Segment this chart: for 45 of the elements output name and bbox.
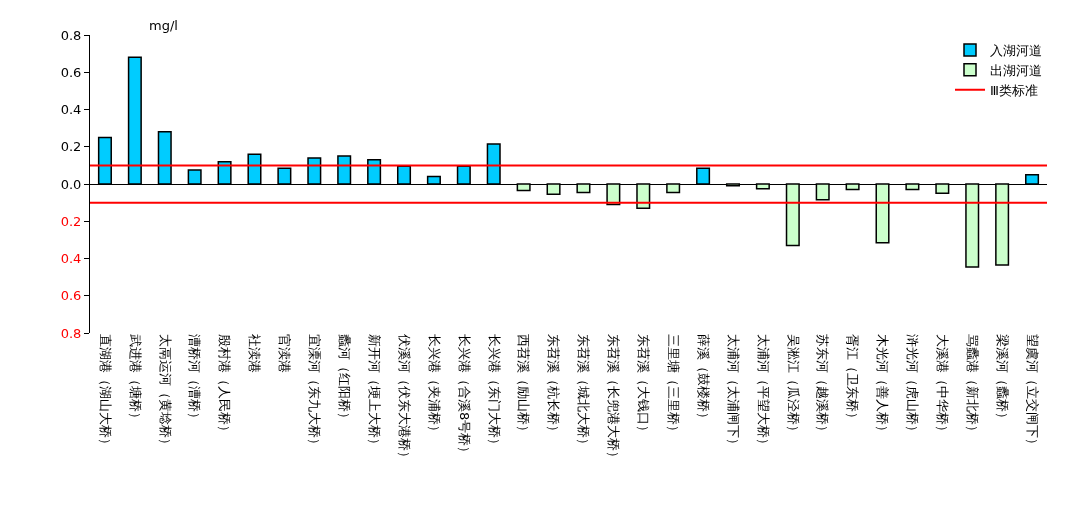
- y-tick-label: 0.6: [60, 64, 82, 80]
- x-tick-label: 三里塘（三里桥）: [665, 334, 681, 438]
- x-tick-label: 新开河（埂上大桥）: [366, 334, 382, 451]
- x-tick-label: 长兴港（夹浦桥）: [426, 334, 442, 438]
- x-tick-label: 长兴港（东门大桥）: [486, 334, 502, 451]
- x-tick-label: 胥江（卫东桥）: [845, 334, 861, 425]
- x-tick-label: 武进港（塘桥）: [127, 334, 143, 425]
- x-tick-label: 木光河（善人桥）: [875, 334, 891, 438]
- x-tick-label: 蠡河（红阳桥）: [336, 334, 352, 425]
- y-tick-label: 0.8: [60, 325, 82, 341]
- x-tick-label: 望虞河（立交闸下）: [1024, 334, 1040, 451]
- y-tick-label: 0.0: [60, 176, 82, 192]
- x-tick-label: 漕桥河（漕桥）: [187, 334, 203, 425]
- x-tick-label: 薛溪（鼓楼桥）: [695, 334, 711, 425]
- x-tick-label: 东苕溪（长兜港大桥）: [606, 334, 622, 464]
- x-tick-label: 社渎港: [247, 334, 263, 373]
- x-tick-label: 太鬲运河（黄埝桥）: [157, 334, 173, 451]
- x-tick-label: 伏溪河（伏东大港桥）: [396, 334, 412, 464]
- x-tick-label: 东苕溪（城北大桥）: [576, 334, 592, 451]
- x-tick-label: 骂蠡港（新北桥）: [965, 334, 981, 438]
- x-tick-label: 殷村港（人民桥）: [217, 334, 233, 438]
- x-tick-label: 东苕溪（杭长桥）: [546, 334, 562, 438]
- y-axis-title: mg/l: [149, 18, 178, 33]
- x-tick-label: 苏东河（越溪桥）: [815, 334, 831, 438]
- y-tick-label: 0.4: [60, 251, 82, 267]
- x-tick-label: 太浦河（平望大桥）: [755, 334, 771, 451]
- legend-label: Ⅲ类标准: [990, 82, 1038, 98]
- x-tick-label: 官渎港: [277, 334, 293, 373]
- x-tick-label: 长兴港（合溪8号桥）: [456, 334, 472, 460]
- y-tick-label: 0.2: [60, 139, 82, 155]
- x-tick-label: 西苕溪（励山桥）: [516, 334, 532, 438]
- legend-label: 入湖河道: [990, 43, 1042, 59]
- y-tick-label: 0.2: [60, 213, 82, 229]
- x-tick-label: 东苕溪（大钱口）: [636, 334, 652, 438]
- x-tick-label: 浒光河（虎山桥）: [905, 334, 921, 438]
- x-tick-label: 梁溪河（蠡桥）: [994, 334, 1010, 425]
- x-tick-label: 直湖港（湖山大桥）: [97, 334, 113, 451]
- y-tick-label: 0.6: [60, 288, 82, 304]
- x-tick-label: 宜溧河（东九大桥）: [307, 334, 323, 451]
- legend-label: 出湖河道: [990, 62, 1042, 78]
- x-tick-label: 太浦河（太浦闸下）: [725, 334, 741, 451]
- y-tick-label: 0.4: [60, 102, 82, 118]
- y-tick-label: 0.8: [60, 27, 82, 43]
- x-tick-label: 大溪港（中华桥）: [935, 334, 951, 438]
- x-tick-label: 吴淞江（瓜泾桥）: [785, 334, 801, 438]
